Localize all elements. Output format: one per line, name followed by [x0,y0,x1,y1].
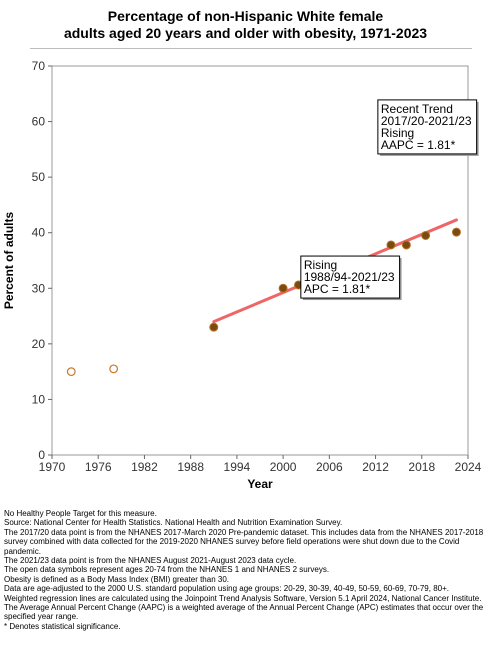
annotation-line: 1988/94-2021/23 [304,270,395,284]
x-tick-label: 1982 [131,460,158,474]
annotation-line: Rising [304,258,337,272]
chart-svg: 0 10 20 30 40 50 60 70 1970 1976 1982 1988 1994 2000 2… [2,59,482,491]
footnote-line: The Average Annual Percent Change (AAPC)… [4,603,484,622]
footnote-line: Source: National Center for Health Stati… [4,518,343,528]
chart-title: Percentage of non-Hispanic White female … [0,8,491,42]
y-tick-label: 30 [32,281,46,295]
x-tick-label: 1988 [177,460,204,474]
footnote-line: The 2017/20 data point is from the NHANE… [4,527,484,556]
open-data-point [109,364,119,374]
y-tick-label: 20 [32,337,46,351]
x-tick-label: 1994 [224,460,251,474]
x-tick-label: 2024 [455,460,482,474]
annotation-line: APC = 1.81* [304,282,371,296]
annotation-line: 2017/20-2021/23 [381,114,472,128]
data-point [421,230,431,240]
data-point [401,240,411,250]
footnote-line: No Healthy People Target for this measur… [4,509,157,518]
footnote-line: * Denotes statistical significance. [4,621,121,631]
data-point [209,322,219,332]
chart-title-line-1: Percentage of non-Hispanic White female [107,8,384,24]
x-axis-label: Year [247,477,273,491]
footnote-line: Data are age-adjusted to the 2000 U.S. s… [4,584,449,594]
x-tick-label: 2012 [362,460,389,474]
annotation-line: Recent Trend [381,102,453,116]
footnote-line: The 2021/23 data point is from the NHANE… [4,556,297,566]
chart-title-line-2: adults aged 20 years and older with obes… [63,25,428,41]
footnote-line: The open data symbols represent ages 20-… [4,565,330,575]
plot-area [51,65,469,456]
data-point [451,227,461,237]
y-axis-label: Percent of adults [2,212,16,310]
y-tick-label: 40 [32,226,46,240]
title-divider [30,48,472,49]
x-tick-label: 2018 [408,460,435,474]
x-tick-label: 1970 [39,460,66,474]
annotation-frame [377,99,478,155]
y-tick-label: 60 [32,115,46,129]
data-point [278,283,288,293]
footnote-line: Obesity is defined as a Body Mass Index … [4,574,229,584]
annotation-line: Rising [381,126,414,140]
footnotes: No Healthy People Target for this measur… [4,509,488,631]
y-tick-label: 10 [32,392,46,406]
y-tick-label: 0 [38,448,45,462]
footnote-line: Weighted regression lines are calculated… [4,593,482,603]
annotation-frame [300,255,401,299]
x-tick-label: 1976 [85,460,112,474]
y-tick-label: 70 [32,59,46,73]
x-tick-label: 2006 [316,460,343,474]
data-point [386,240,396,250]
annotation-line: AAPC = 1.81* [381,138,456,152]
open-data-point [66,367,76,377]
y-tick-label: 50 [32,170,46,184]
x-tick-label: 2000 [270,460,297,474]
